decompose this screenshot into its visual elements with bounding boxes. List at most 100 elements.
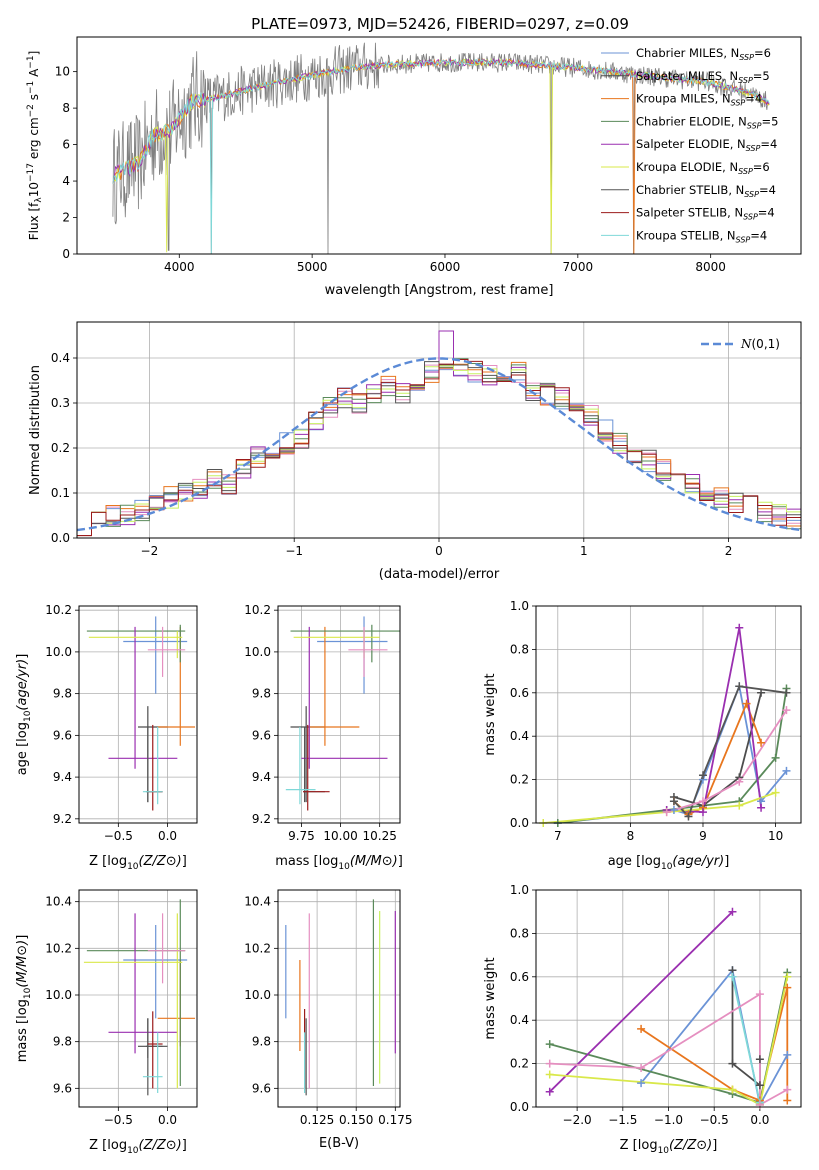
y-tick-label: 9.8 — [252, 687, 271, 701]
legend-subscript: SSP — [738, 167, 753, 176]
legend-entry: Chabrier ELODIE, NSSP=5 — [636, 114, 778, 130]
weight-point-marker — [742, 699, 751, 708]
label-subscript: 10 — [23, 987, 33, 999]
x-tick-label: 8000 — [695, 260, 726, 274]
label-prefix: age [log — [15, 722, 30, 775]
plot-area — [543, 627, 788, 823]
label-inner: (M/M⊙) — [15, 940, 30, 988]
plot-area — [83, 899, 196, 1096]
y-tick-label: 2 — [62, 211, 70, 225]
axes-frame — [78, 605, 198, 824]
weight-point-marker — [771, 753, 780, 762]
legend-subscript: SSP — [747, 121, 762, 130]
axes-frame — [78, 889, 198, 1108]
y-axis-label: Flux [fλ10−17 erg cm−2 s−1 A−1] — [26, 51, 44, 241]
weight-point-marker — [755, 990, 764, 999]
weight-point-marker — [728, 1085, 737, 1094]
weight-point-marker — [771, 788, 780, 797]
x-tick-label: 0.0 — [750, 1113, 769, 1127]
axes-frame — [535, 605, 802, 824]
x-axis-label: Z [log10(Z/Z⊙)] — [89, 1138, 187, 1156]
weight-point-marker — [684, 812, 693, 821]
weight-point-marker — [757, 803, 766, 812]
y-tick-label: 0.8 — [510, 642, 529, 656]
weight-point-marker — [698, 797, 707, 806]
x-tick-label: −0.5 — [104, 1113, 133, 1127]
y-axis-label: mass weight — [483, 957, 498, 1039]
x-tick-label: −2 — [141, 544, 159, 558]
weight-point-marker — [735, 623, 744, 632]
label-close: ] — [182, 1138, 187, 1153]
x-tick-label: 10.25 — [362, 829, 396, 843]
label-prefix: age [log — [608, 854, 661, 869]
legend-entry: Salpeter STELIB, NSSP=4 — [636, 206, 775, 222]
weight-point-marker — [783, 1085, 792, 1094]
mass-vs-ebv-panel: 0.125 0.150 0.175 9.6 9.8 10.0 10.2 10.4 E(B-V) — [244, 889, 412, 1151]
legend-value: =5 — [753, 69, 770, 83]
y-tick-label: 10.4 — [244, 895, 271, 909]
y-tick-label: 0.0 — [510, 816, 529, 830]
x-tick-label: −1.0 — [654, 1113, 683, 1127]
y-tick-label: 9.6 — [252, 1081, 271, 1095]
weight-series-line — [557, 683, 788, 823]
y-tick-label: 9.2 — [252, 812, 271, 826]
x-tick-label: 6000 — [430, 260, 461, 274]
x-axis-label: E(B-V) — [319, 1136, 359, 1151]
y-tick-label: 0.2 — [510, 773, 529, 787]
x-tick-label: 0.0 — [158, 829, 177, 843]
plot-area — [285, 899, 396, 1096]
weight-point-marker — [637, 1079, 646, 1088]
plot-area — [77, 330, 801, 538]
x-tick-label: 0.0 — [158, 1113, 177, 1127]
axes-frame — [277, 605, 401, 824]
x-tick-label: −1.5 — [608, 1113, 637, 1127]
x-axis-label: mass [log10(M/M⊙)] — [275, 854, 403, 872]
y-tick-label: 9.8 — [53, 687, 72, 701]
x-axis-label: Z [log10(Z/Z⊙)] — [620, 1138, 718, 1156]
y-axis-label-part: Flux [f — [27, 202, 41, 240]
y-tick-label: 10.2 — [244, 603, 271, 617]
weight-series-line — [549, 911, 734, 1093]
y-tick-label: 10.4 — [45, 895, 72, 909]
y-tick-label: 10.0 — [244, 645, 271, 659]
label-subscript: 10 — [658, 1146, 670, 1156]
y-axis-label: mass weight — [483, 673, 498, 755]
weight-point-marker — [698, 808, 707, 817]
legend-value: =4 — [750, 228, 767, 242]
x-tick-label: 0.125 — [300, 1113, 334, 1127]
y-axis-label-part: A — [27, 68, 41, 81]
x-axis-label: Z [log10(Z/Z⊙)] — [89, 854, 187, 872]
x-tick-label: 10.00 — [323, 829, 357, 843]
histogram-series — [77, 359, 801, 538]
label-inner: (Z/Z⊙) — [139, 1138, 182, 1153]
label-subscript: 10 — [661, 862, 673, 872]
weight-series-line — [673, 701, 762, 816]
label-inner: (Z/Z⊙) — [139, 854, 182, 869]
weight-point-marker — [755, 1055, 764, 1064]
y-tick-label: 0.6 — [510, 686, 529, 700]
label-close: ] — [182, 854, 187, 869]
y-tick-label: 10.2 — [45, 941, 72, 955]
weight-point-marker — [728, 1059, 737, 1068]
y-axis-label-part: s — [27, 94, 41, 104]
y-tick-label: 10.0 — [45, 988, 72, 1002]
y-tick-label: 9.4 — [252, 770, 271, 784]
age-vs-metallicity-panel: −0.5 0.09.29.49.69.810.010.2Z [log10(Z/Z⊙… — [15, 603, 198, 872]
weight-point-marker — [545, 1070, 554, 1079]
weight-point-marker — [782, 706, 791, 715]
plot-area — [285, 616, 400, 811]
residuals-histogram-panel: −2 −1 0 1 2 0.0 0.1 0.2 0.3 0.4 N(0,1) (data-model)… — [28, 321, 802, 582]
weight-point-marker — [783, 972, 792, 981]
weight-point-marker — [637, 1024, 646, 1033]
weight-point-marker — [755, 1081, 764, 1090]
weight-point-marker — [782, 766, 791, 775]
y-tick-label: 0.0 — [510, 1100, 529, 1114]
label-prefix: Z [log — [89, 1138, 127, 1153]
x-tick-label: 7000 — [563, 260, 594, 274]
axes-frame — [76, 321, 802, 539]
y-axis-label-part: ] — [27, 51, 41, 56]
weight-series-line — [543, 791, 776, 823]
y-axis-label-part: −17 — [26, 163, 36, 182]
label-close: ] — [712, 1138, 717, 1153]
